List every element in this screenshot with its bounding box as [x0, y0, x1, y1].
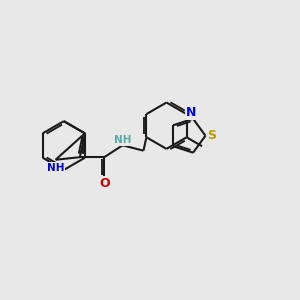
Text: NH: NH [114, 135, 131, 145]
Text: O: O [99, 177, 110, 190]
Text: NH: NH [47, 163, 64, 173]
Text: N: N [186, 106, 196, 119]
Text: S: S [208, 129, 217, 142]
